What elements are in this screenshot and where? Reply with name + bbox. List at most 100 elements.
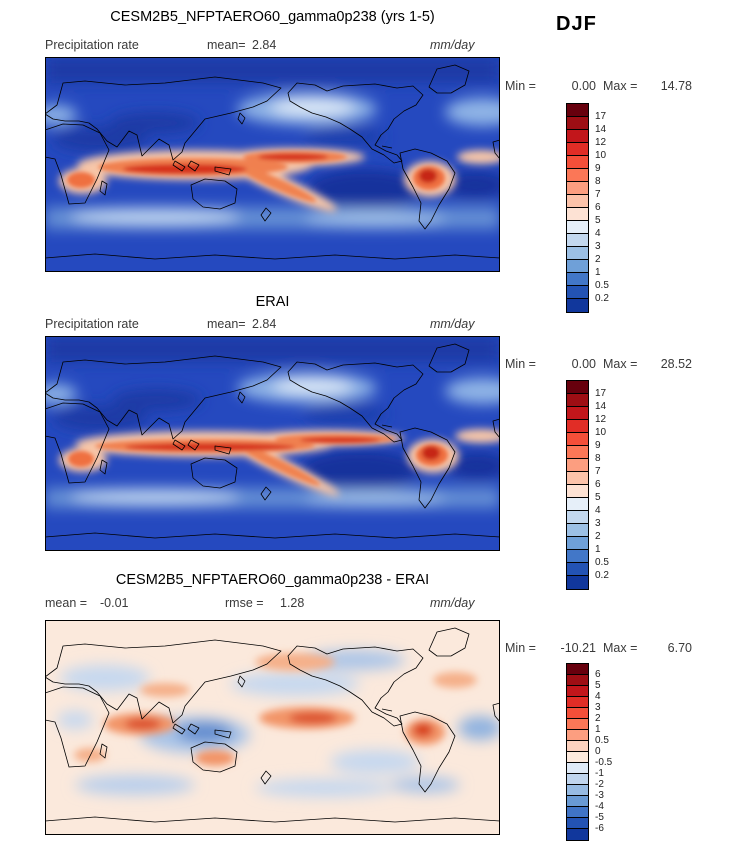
units-label: mm/day — [430, 317, 475, 331]
colorbar-tick: 1 — [595, 267, 601, 278]
colorbar-tick: 1 — [595, 724, 601, 735]
colorbar-reference: 17 14 12 10 9 8 7 6 5 4 3 2 1 0.5 0.2 — [566, 380, 686, 590]
max-label: Max = — [603, 79, 638, 93]
variable-label: Precipitation rate — [45, 317, 139, 331]
colorbar-tick: 7 — [595, 189, 601, 200]
colorbar-tick: 3 — [595, 241, 601, 252]
difference-precipitation-map — [45, 620, 500, 835]
colorbar-tick: 17 — [595, 388, 607, 399]
colorbar-box — [567, 686, 588, 697]
max-label: Max = — [603, 641, 638, 655]
colorbar-box — [567, 741, 588, 752]
colorbar-box — [567, 524, 588, 537]
units-label: mm/day — [430, 38, 475, 52]
colorbar-tick: 10 — [595, 427, 607, 438]
min-label: Min = — [505, 641, 536, 655]
colorbar-tick: 2 — [595, 531, 601, 542]
colorbar-box — [567, 381, 588, 394]
colorbar-tick: 4 — [595, 228, 601, 239]
max-value: 14.78 — [660, 79, 692, 93]
colorbar-difference: 6 5 4 3 2 1 0.5 0 -0.5 -1 -2 -3 -4 -5 -6 — [566, 663, 686, 843]
colorbar-tick: -6 — [595, 823, 604, 834]
colorbar-stack — [566, 103, 589, 313]
colorbar-tick: 5 — [595, 492, 601, 503]
colorbar-model: 17 14 12 10 9 8 7 6 5 4 3 2 1 0.5 0.2 — [566, 103, 686, 313]
colorbar-tick: 9 — [595, 163, 601, 174]
colorbar-tick: 0.5 — [595, 557, 609, 568]
colorbar-box — [567, 537, 588, 550]
colorbar-box — [567, 446, 588, 459]
colorbar-tick: 1 — [595, 544, 601, 555]
colorbar-tick: 6 — [595, 669, 601, 680]
colorbar-tick: -0.5 — [595, 757, 613, 768]
colorbar-box — [567, 459, 588, 472]
colorbar-box — [567, 796, 588, 807]
panel-title-model: CESM2B5_NFPTAERO60_gamma0p238 (yrs 1-5) — [110, 9, 435, 25]
colorbar-box — [567, 260, 588, 273]
colorbar-box — [567, 221, 588, 234]
colorbar-box — [567, 394, 588, 407]
colorbar-box — [567, 829, 588, 840]
rmse-label: rmse = — [225, 596, 264, 610]
colorbar-tick: 17 — [595, 111, 607, 122]
colorbar-box — [567, 286, 588, 299]
colorbar-tick: 0.2 — [595, 293, 609, 304]
colorbar-box — [567, 208, 588, 221]
reference-precipitation-map — [45, 336, 500, 551]
colorbar-box — [567, 752, 588, 763]
colorbar-tick: -4 — [595, 801, 604, 812]
colorbar-box — [567, 785, 588, 796]
max-value: 6.70 — [667, 641, 692, 655]
colorbar-box — [567, 472, 588, 485]
colorbar-box — [567, 234, 588, 247]
colorbar-tick: 12 — [595, 137, 607, 148]
max-label: Max = — [603, 357, 638, 371]
colorbar-box — [567, 576, 588, 589]
colorbar-box — [567, 664, 588, 675]
colorbar-box — [567, 550, 588, 563]
colorbar-box — [567, 719, 588, 730]
min-label: Min = — [505, 79, 536, 93]
season-label: DJF — [556, 13, 597, 35]
model-precipitation-map — [45, 57, 500, 272]
colorbar-box — [567, 511, 588, 524]
mean-value: -0.01 — [100, 596, 129, 610]
colorbar-tick: 6 — [595, 479, 601, 490]
colorbar-box — [567, 433, 588, 446]
colorbar-box — [567, 130, 588, 143]
colorbar-tick: 6 — [595, 202, 601, 213]
colorbar-box — [567, 485, 588, 498]
colorbar-box — [567, 420, 588, 433]
min-label: Min = — [505, 357, 536, 371]
colorbar-tick: 5 — [595, 215, 601, 226]
colorbar-box — [567, 563, 588, 576]
colorbar-tick: 14 — [595, 401, 607, 412]
colorbar-box — [567, 169, 588, 182]
colorbar-box — [567, 299, 588, 312]
colorbar-tick: 0.5 — [595, 735, 609, 746]
panel-title-reference: ERAI — [255, 294, 290, 310]
units-label: mm/day — [430, 596, 475, 610]
colorbar-tick: 7 — [595, 466, 601, 477]
colorbar-tick: 5 — [595, 680, 601, 691]
colorbar-tick: 12 — [595, 414, 607, 425]
mean-label: mean= — [207, 38, 246, 52]
mean-value: 2.84 — [252, 38, 277, 52]
mean-value: 2.84 — [252, 317, 277, 331]
colorbar-stack — [566, 380, 589, 590]
min-value: -10.21 — [560, 641, 596, 655]
colorbar-tick: 0 — [595, 746, 601, 757]
colorbar-box — [567, 104, 588, 117]
colorbar-tick: -1 — [595, 768, 604, 779]
min-value: 0.00 — [571, 357, 596, 371]
colorbar-box — [567, 407, 588, 420]
colorbar-box — [567, 774, 588, 785]
mean-label: mean = — [45, 596, 88, 610]
colorbar-stack — [566, 663, 589, 841]
panel-title-difference: CESM2B5_NFPTAERO60_gamma0p238 - ERAI — [115, 572, 430, 588]
colorbar-box — [567, 195, 588, 208]
colorbar-tick: 2 — [595, 254, 601, 265]
colorbar-box — [567, 697, 588, 708]
colorbar-box — [567, 708, 588, 719]
